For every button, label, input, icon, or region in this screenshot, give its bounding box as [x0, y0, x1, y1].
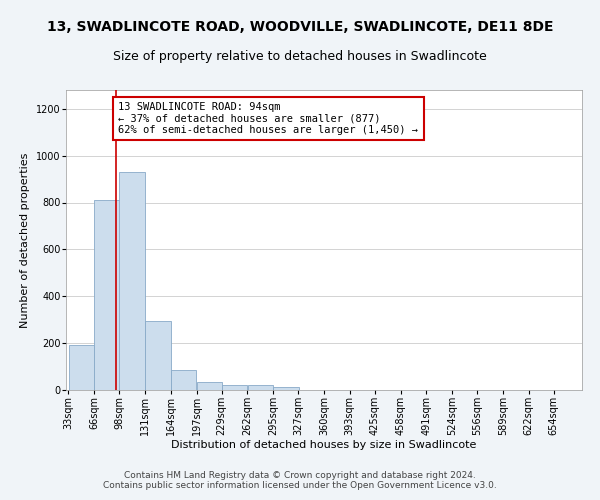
Bar	[248, 386, 273, 390]
Bar	[94, 200, 120, 390]
Bar	[119, 172, 145, 390]
Text: 13, SWADLINCOTE ROAD, WOODVILLE, SWADLINCOTE, DE11 8DE: 13, SWADLINCOTE ROAD, WOODVILLE, SWADLIN…	[47, 20, 553, 34]
Bar	[171, 370, 196, 390]
Bar	[145, 321, 170, 390]
Y-axis label: Number of detached properties: Number of detached properties	[20, 152, 30, 328]
Bar	[197, 382, 222, 390]
Bar	[68, 345, 94, 390]
Bar	[222, 385, 247, 390]
Text: Contains HM Land Registry data © Crown copyright and database right 2024.
Contai: Contains HM Land Registry data © Crown c…	[103, 470, 497, 490]
X-axis label: Distribution of detached houses by size in Swadlincote: Distribution of detached houses by size …	[172, 440, 476, 450]
Text: Size of property relative to detached houses in Swadlincote: Size of property relative to detached ho…	[113, 50, 487, 63]
Text: 13 SWADLINCOTE ROAD: 94sqm
← 37% of detached houses are smaller (877)
62% of sem: 13 SWADLINCOTE ROAD: 94sqm ← 37% of deta…	[118, 102, 418, 135]
Bar	[274, 386, 299, 390]
